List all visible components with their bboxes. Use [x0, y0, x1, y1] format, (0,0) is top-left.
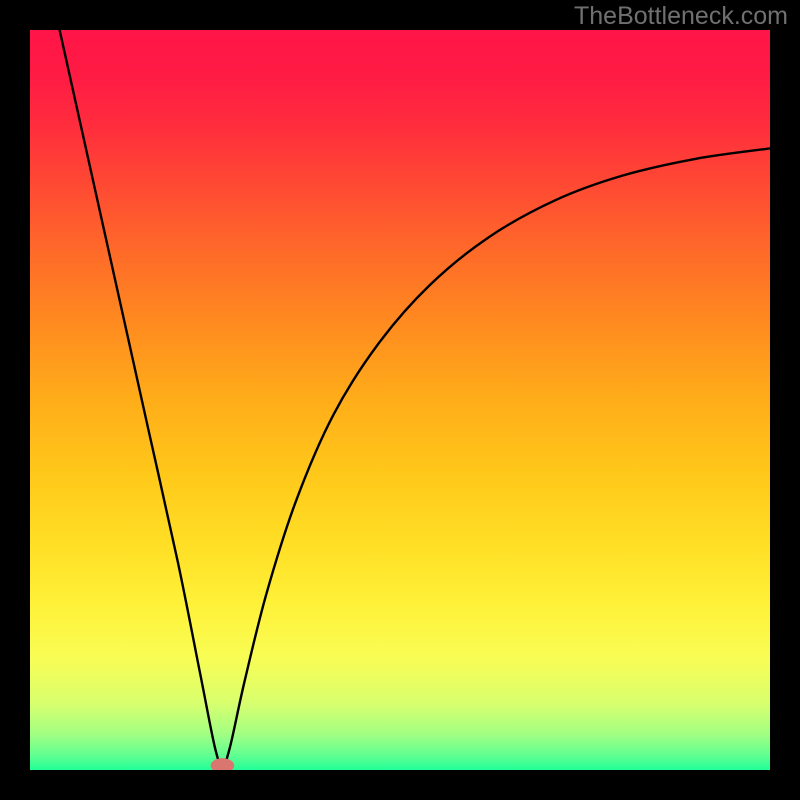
- watermark-text: TheBottleneck.com: [574, 2, 788, 31]
- bottleneck-curve-chart: [30, 30, 770, 770]
- chart-frame: TheBottleneck.com: [0, 0, 800, 800]
